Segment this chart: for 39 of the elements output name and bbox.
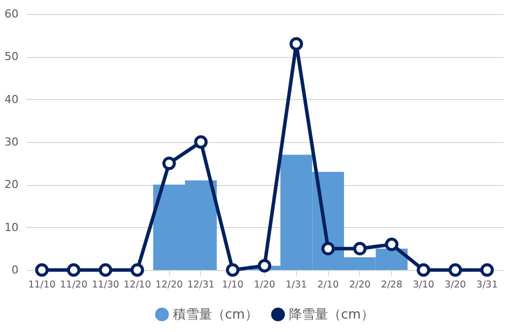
x-tick-label: 11/30 bbox=[92, 280, 120, 290]
x-tick-label: 2/10 bbox=[317, 280, 339, 290]
y-tick-label: 60 bbox=[4, 8, 18, 20]
x-tick-label: 1/10 bbox=[222, 280, 244, 290]
y-tick-label: 10 bbox=[4, 220, 18, 234]
point bbox=[194, 135, 208, 149]
x-tick-label: 2/28 bbox=[381, 280, 402, 290]
x-tick-label: 2/20 bbox=[349, 280, 371, 290]
x-tick-label: 3/31 bbox=[476, 280, 498, 290]
x-tick-label: 11/10 bbox=[28, 280, 56, 290]
y-tick-label: 50 bbox=[4, 50, 18, 64]
point bbox=[448, 263, 462, 277]
x-tick-label: 3/10 bbox=[412, 280, 434, 290]
x-tick-label: 1/31 bbox=[286, 280, 307, 290]
x-tick-label: 1/20 bbox=[254, 280, 276, 290]
point bbox=[480, 263, 494, 277]
x-tick-label: 11/20 bbox=[60, 280, 88, 290]
legend-label: 積雪量（cm） bbox=[173, 307, 258, 322]
x-tick-label: 3/20 bbox=[444, 280, 466, 290]
point bbox=[66, 263, 80, 277]
point bbox=[384, 238, 398, 252]
point bbox=[98, 263, 112, 277]
point bbox=[416, 263, 430, 277]
point bbox=[290, 37, 304, 51]
point bbox=[353, 242, 367, 256]
x-tick-label: 12/20 bbox=[155, 280, 183, 290]
y-tick-label: 40 bbox=[4, 92, 18, 106]
x-tick-label: 12/10 bbox=[124, 280, 151, 290]
y-tick-label: 0 bbox=[12, 264, 18, 276]
legend-label: 降雪量（cm） bbox=[289, 307, 374, 322]
point bbox=[35, 263, 49, 277]
point bbox=[130, 263, 144, 277]
y-tick-label: 30 bbox=[4, 136, 18, 148]
x-tick-label: 12/31 bbox=[187, 280, 215, 290]
point bbox=[258, 259, 272, 272]
point bbox=[226, 263, 240, 277]
point bbox=[321, 242, 335, 256]
point bbox=[162, 156, 176, 170]
y-tick-label: 20 bbox=[4, 178, 18, 192]
